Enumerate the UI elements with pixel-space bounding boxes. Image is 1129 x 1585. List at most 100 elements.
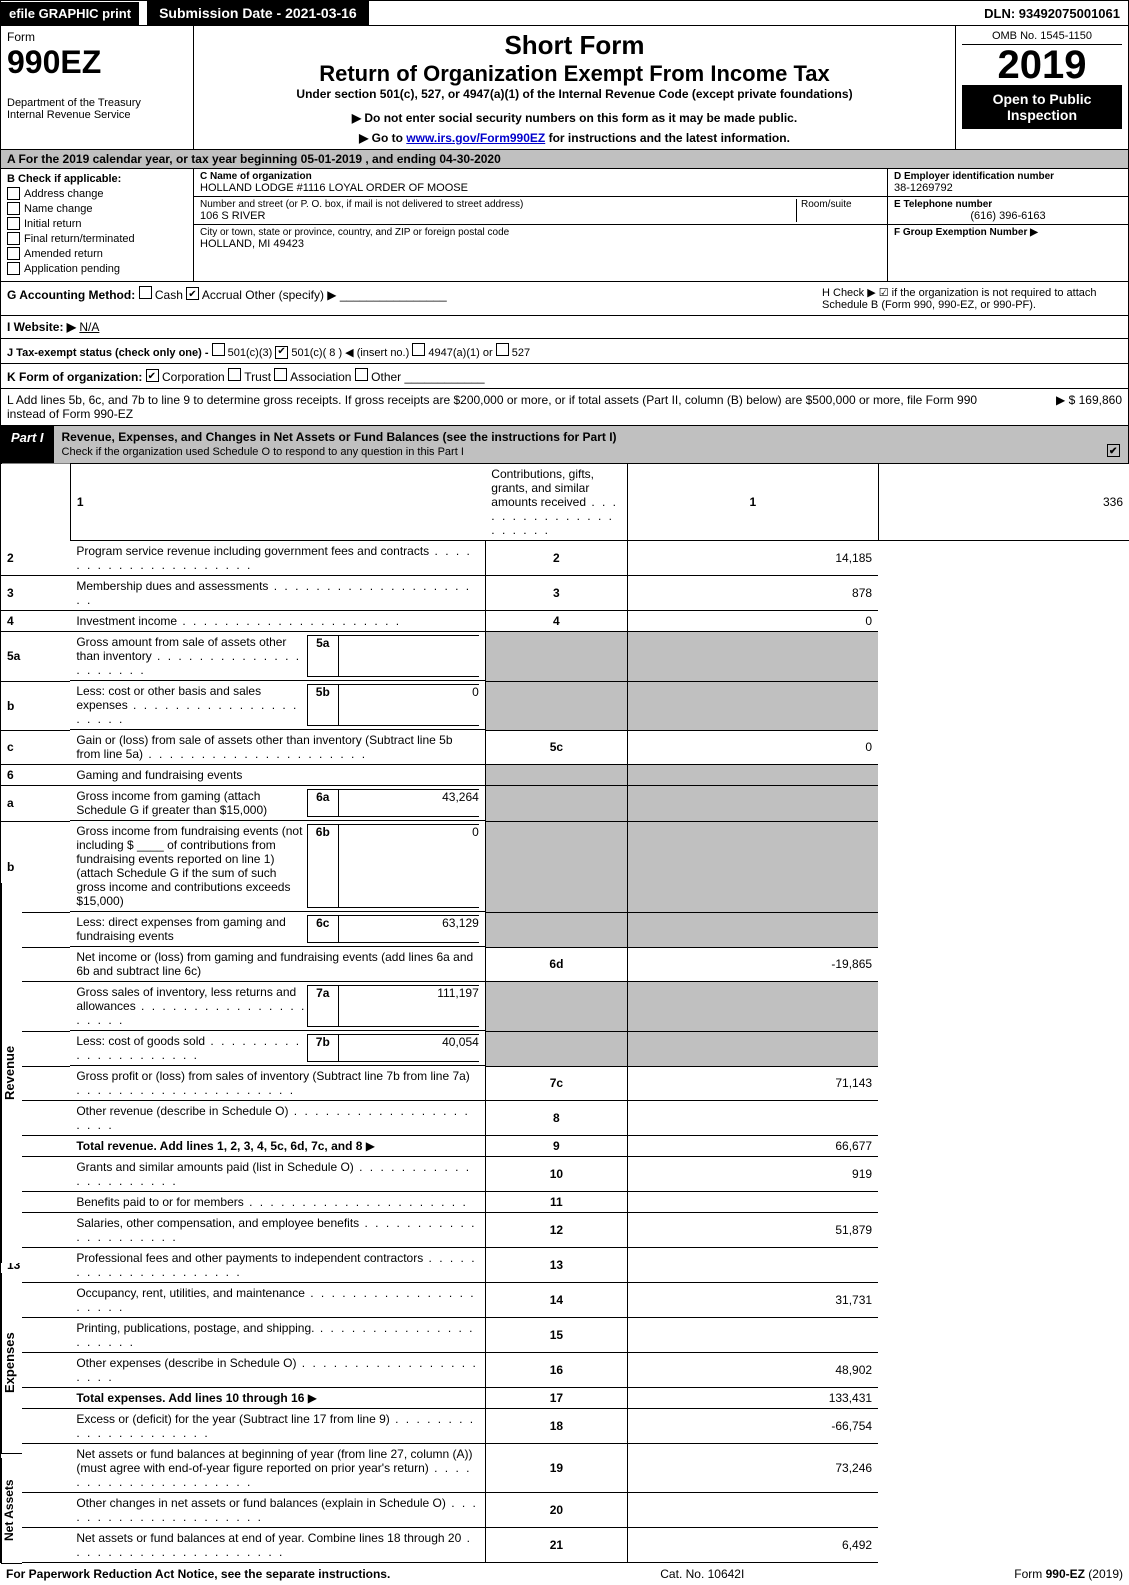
tax-exempt-label: J Tax-exempt status (check only one) - bbox=[7, 347, 212, 359]
header-left: Form 990EZ Department of the Treasury In… bbox=[1, 26, 194, 149]
l21-val: 6,492 bbox=[628, 1528, 879, 1563]
header-right: OMB No. 1545-1150 2019 Open to Public In… bbox=[955, 26, 1128, 149]
l5a-num: 5a bbox=[1, 632, 71, 682]
l2-num: 2 bbox=[1, 541, 71, 576]
l5c-num: c bbox=[1, 730, 71, 765]
l17-val: 133,431 bbox=[628, 1388, 879, 1409]
l6a-subval: 43,264 bbox=[339, 789, 479, 817]
line-i: I Website: ▶ N/A bbox=[0, 316, 1129, 339]
l9-val: 66,677 bbox=[628, 1136, 879, 1157]
tax-year: 2019 bbox=[962, 45, 1122, 85]
org-name-value: HOLLAND LODGE #1116 LOYAL ORDER OF MOOSE bbox=[200, 182, 881, 194]
initial-return-checkbox[interactable] bbox=[7, 217, 20, 230]
box-b-title: B Check if applicable: bbox=[7, 173, 187, 185]
part1-title: Revenue, Expenses, and Changes in Net As… bbox=[54, 426, 1128, 463]
website-value: N/A bbox=[79, 320, 99, 334]
l6a-gray bbox=[485, 786, 627, 822]
trust-checkbox[interactable] bbox=[228, 368, 241, 381]
dln: DLN: 93492075001061 bbox=[976, 2, 1128, 25]
l15-desc: Printing, publications, postage, and shi… bbox=[70, 1318, 485, 1353]
l6b-subval: 0 bbox=[339, 824, 479, 908]
l5c-totnum: 5c bbox=[485, 730, 627, 765]
4947-label: 4947(a)(1) or bbox=[428, 347, 492, 359]
amended-return-checkbox[interactable] bbox=[7, 247, 20, 260]
l6-desc: Gaming and fundraising events bbox=[70, 765, 485, 786]
irs-link[interactable]: www.irs.gov/Form990EZ bbox=[406, 131, 545, 145]
l6c-gray bbox=[485, 912, 627, 947]
info-grid: B Check if applicable: Address change Na… bbox=[0, 169, 1129, 282]
l3-num: 3 bbox=[1, 576, 71, 611]
l7b-sub: 7b bbox=[307, 1034, 339, 1062]
l5b-gray bbox=[485, 681, 627, 730]
part1-label: Part I bbox=[1, 426, 54, 463]
l6-num: 6 bbox=[1, 765, 71, 786]
l4-totnum: 4 bbox=[485, 611, 627, 632]
l3-totnum: 3 bbox=[485, 576, 627, 611]
l20-totnum: 20 bbox=[485, 1493, 627, 1528]
corp-checkbox[interactable] bbox=[146, 369, 159, 382]
l7c-val: 71,143 bbox=[628, 1066, 879, 1101]
527-checkbox[interactable] bbox=[496, 343, 509, 356]
line-j: J Tax-exempt status (check only one) - 5… bbox=[0, 339, 1129, 364]
l6c-desc: Less: direct expenses from gaming and fu… bbox=[76, 915, 306, 943]
l1-desc: Contributions, gifts, grants, and simila… bbox=[485, 464, 627, 541]
assoc-label: Association bbox=[290, 370, 351, 384]
application-pending-checkbox[interactable] bbox=[7, 262, 20, 275]
l17-desc: Total expenses. Add lines 10 through 16 bbox=[76, 1391, 304, 1405]
l8-totnum: 8 bbox=[485, 1101, 627, 1136]
l14-val: 31,731 bbox=[628, 1283, 879, 1318]
l10-desc: Grants and similar amounts paid (list in… bbox=[70, 1157, 485, 1192]
address-change-checkbox[interactable] bbox=[7, 187, 20, 200]
line-k: K Form of organization: Corporation Trus… bbox=[0, 364, 1129, 389]
line-h: H Check ▶ ☑ if the organization is not r… bbox=[822, 286, 1122, 311]
l14-desc: Occupancy, rent, utilities, and maintena… bbox=[70, 1283, 485, 1318]
department: Department of the Treasury bbox=[7, 97, 187, 109]
l5a-gray bbox=[485, 632, 627, 682]
l5b-subval: 0 bbox=[339, 684, 479, 726]
501c3-checkbox[interactable] bbox=[212, 343, 225, 356]
l11-totnum: 11 bbox=[485, 1192, 627, 1213]
schedule-o-checkbox[interactable] bbox=[1107, 444, 1120, 457]
top-bar: efile GRAPHIC print Submission Date - 20… bbox=[0, 0, 1129, 26]
cat-no: Cat. No. 10642I bbox=[660, 1567, 744, 1581]
l6b-desc: Gross income from fundraising events (no… bbox=[76, 824, 306, 908]
part1-ledger: 1Contributions, gifts, grants, and simil… bbox=[0, 464, 1129, 1563]
box-b: B Check if applicable: Address change Na… bbox=[1, 169, 194, 281]
l7a-gray bbox=[485, 982, 627, 1032]
accrual-label: Accrual bbox=[202, 288, 242, 302]
other-org-checkbox[interactable] bbox=[355, 368, 368, 381]
website-label: I Website: ▶ bbox=[7, 320, 76, 334]
application-pending-label: Application pending bbox=[24, 263, 120, 275]
cash-checkbox[interactable] bbox=[139, 286, 152, 299]
name-change-label: Name change bbox=[24, 203, 93, 215]
group-label: F Group Exemption Number ▶ bbox=[894, 227, 1122, 238]
trust-label: Trust bbox=[244, 370, 271, 384]
l5a-grayval bbox=[628, 632, 879, 682]
amended-return-label: Amended return bbox=[24, 248, 103, 260]
line-l-amount: ▶ $ 169,860 bbox=[1002, 393, 1122, 421]
l1-num: 1 bbox=[70, 464, 485, 541]
l13-totnum: 13 bbox=[485, 1248, 627, 1283]
goto-suffix: for instructions and the latest informat… bbox=[545, 131, 790, 145]
top-left: efile GRAPHIC print Submission Date - 20… bbox=[1, 1, 369, 25]
open-inspection: Open to Public Inspection bbox=[962, 85, 1122, 129]
addr-value: 106 S RIVER bbox=[200, 210, 796, 222]
name-change-checkbox[interactable] bbox=[7, 202, 20, 215]
short-form-title: Short Form bbox=[204, 30, 945, 61]
l6c-subval: 63,129 bbox=[339, 915, 479, 943]
assoc-checkbox[interactable] bbox=[274, 368, 287, 381]
l7a-grayval bbox=[628, 982, 879, 1032]
accrual-checkbox[interactable] bbox=[186, 287, 199, 300]
l19-desc: Net assets or fund balances at beginning… bbox=[70, 1444, 485, 1493]
corp-label: Corporation bbox=[162, 370, 225, 384]
4947-checkbox[interactable] bbox=[412, 343, 425, 356]
tel-label: E Telephone number bbox=[894, 199, 1122, 210]
efile-print-button[interactable]: efile GRAPHIC print bbox=[1, 2, 139, 25]
501c-checkbox[interactable] bbox=[275, 346, 288, 359]
l19-totnum: 19 bbox=[485, 1444, 627, 1493]
l18-totnum: 18 bbox=[485, 1409, 627, 1444]
org-name-label: C Name of organization bbox=[200, 171, 881, 182]
l6a-num: a bbox=[1, 786, 71, 822]
final-return-checkbox[interactable] bbox=[7, 232, 20, 245]
l4-desc: Investment income bbox=[70, 611, 485, 632]
